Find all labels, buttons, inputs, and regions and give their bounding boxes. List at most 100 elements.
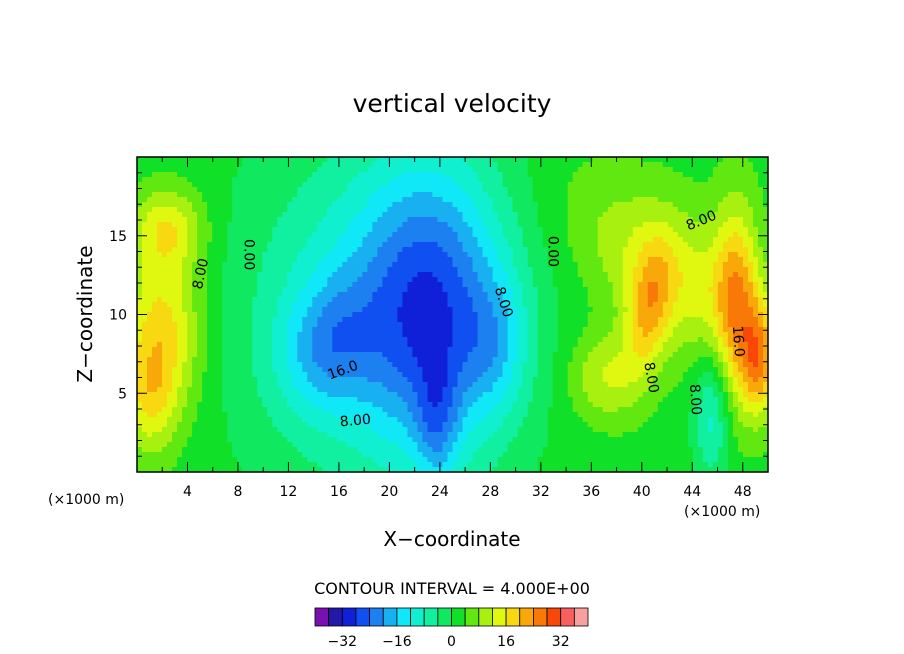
field-cell <box>162 202 168 208</box>
field-cell <box>572 222 579 228</box>
field-cell <box>207 337 213 343</box>
field-cell <box>267 242 273 248</box>
field-cell <box>697 177 704 183</box>
field-cell <box>412 322 419 328</box>
field-cell <box>287 167 293 173</box>
field-cell <box>747 247 754 253</box>
field-cell <box>152 182 158 188</box>
field-cell <box>322 267 328 273</box>
field-cell <box>482 242 489 248</box>
field-cell <box>287 232 293 238</box>
field-cell <box>527 247 534 253</box>
field-cell <box>682 287 689 293</box>
field-cell <box>737 337 744 343</box>
field-cell <box>397 162 404 168</box>
field-cell <box>277 162 283 168</box>
field-cell <box>407 172 414 178</box>
field-cell <box>417 202 424 208</box>
field-cell <box>332 327 338 333</box>
field-cell <box>602 167 609 173</box>
field-cell <box>577 272 584 278</box>
field-cell <box>737 242 744 248</box>
field-cell <box>177 187 183 193</box>
field-cell <box>237 237 243 243</box>
field-cell <box>432 262 439 268</box>
field-cell <box>327 197 333 203</box>
field-cell <box>482 352 489 358</box>
field-cell <box>692 167 699 173</box>
field-cell <box>362 217 368 223</box>
field-cell <box>182 217 188 223</box>
field-cell <box>452 217 459 223</box>
field-cell <box>307 217 313 223</box>
field-cell <box>682 282 689 288</box>
field-cell <box>157 302 163 308</box>
field-cell <box>537 257 544 263</box>
field-cell <box>622 252 629 258</box>
field-cell <box>392 197 399 203</box>
field-cell <box>672 307 679 313</box>
field-cell <box>312 292 318 298</box>
field-cell <box>187 307 193 313</box>
field-cell <box>332 232 338 238</box>
field-cell <box>742 172 749 178</box>
field-cell <box>467 207 474 213</box>
field-cell <box>212 227 218 233</box>
field-cell <box>282 227 288 233</box>
field-cell <box>532 332 539 338</box>
field-cell <box>322 207 328 213</box>
field-cell <box>147 177 153 183</box>
field-cell <box>372 262 378 268</box>
field-cell <box>582 182 589 188</box>
field-cell <box>392 307 399 313</box>
field-cell <box>622 187 629 193</box>
field-cell <box>392 192 399 198</box>
field-cell <box>377 202 383 208</box>
field-cell <box>482 297 489 303</box>
field-cell <box>167 332 173 338</box>
field-cell <box>732 172 739 178</box>
field-cell <box>527 332 534 338</box>
field-cell <box>182 247 188 253</box>
field-cell <box>507 232 514 238</box>
field-cell <box>712 322 719 328</box>
field-cell <box>197 332 203 338</box>
field-cell <box>427 232 434 238</box>
field-cell <box>242 217 248 223</box>
field-cell <box>622 262 629 268</box>
field-cell <box>357 327 363 333</box>
field-cell <box>657 257 664 263</box>
field-cell <box>622 247 629 253</box>
field-cell <box>712 272 719 278</box>
field-cell <box>552 307 559 313</box>
field-cell <box>487 312 494 318</box>
field-cell <box>222 262 228 268</box>
field-cell <box>357 252 363 258</box>
field-cell <box>722 332 729 338</box>
field-cell <box>337 257 343 263</box>
field-cell <box>227 217 233 223</box>
field-cell <box>557 282 564 288</box>
field-cell <box>732 292 739 298</box>
field-cell <box>157 292 163 298</box>
field-cell <box>367 222 373 228</box>
field-cell <box>142 252 148 258</box>
field-cell <box>322 307 328 313</box>
field-cell <box>302 227 308 233</box>
field-cell <box>712 182 719 188</box>
field-cell <box>352 277 358 283</box>
field-cell <box>157 327 163 333</box>
field-cell <box>702 292 709 298</box>
field-cell <box>397 312 404 318</box>
field-cell <box>332 317 338 323</box>
field-cell <box>432 347 439 353</box>
field-cell <box>667 247 674 253</box>
field-cell <box>182 327 188 333</box>
field-cell <box>137 162 143 168</box>
field-cell <box>447 197 454 203</box>
field-cell <box>232 187 238 193</box>
field-cell <box>152 157 158 163</box>
field-cell <box>202 202 208 208</box>
field-cell <box>517 162 524 168</box>
field-cell <box>222 237 228 243</box>
